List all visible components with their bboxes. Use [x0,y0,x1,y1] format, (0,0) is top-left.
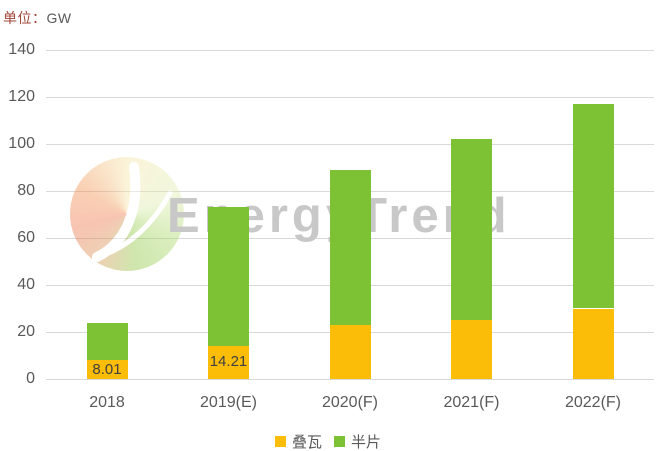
y-axis-tick-20: 20 [17,323,35,340]
bar-segment-半片-2019(E) [208,207,249,346]
bar-segment-半片-2022(F) [572,104,614,309]
legend-label-halfcell: 半片 [351,433,382,451]
gridline-0 [46,379,654,380]
bar-segment-叠瓦-2020(F) [329,324,371,379]
x-axis-label-2021(F): 2021(F) [443,394,500,411]
legend-item-halfcell: 半片 [334,431,381,451]
bar-segment-半片-2020(F) [329,169,371,325]
legend-swatch-halfcell [334,435,345,447]
bar-segment-叠瓦-2021(F) [451,320,492,379]
x-axis-label-2019(E): 2019(E) [200,394,257,411]
y-axis-tick-0: 0 [26,370,35,387]
y-axis-tick-100: 100 [8,135,35,152]
x-axis-label-2018: 2018 [89,394,125,411]
bar-value-label-2019(E): 14.21 [209,353,248,371]
bar-segment-叠瓦-2018 [86,360,128,379]
legend: 叠瓦 半片 [0,431,656,451]
y-axis-tick-40: 40 [17,276,35,293]
bar-segment-叠瓦-2022(F) [572,308,614,379]
y-axis-tick-80: 80 [17,182,35,199]
bar-value-label-2018: 8.01 [92,360,122,378]
gridline-140 [46,50,654,51]
bar-segment-叠瓦-2019(E) [208,345,249,379]
logo-leaf-curve [92,162,173,262]
gridline-100 [46,144,654,145]
legend-item-shingled: 叠瓦 [274,431,322,451]
unit-label: 单位：GW [3,8,72,28]
unit-label-prefix: 单位： [3,10,47,26]
bar-segment-半片-2018 [86,322,128,361]
energytrend-logo-icon [70,157,184,271]
unit-label-value: GW [46,10,72,26]
legend-label-shingled: 叠瓦 [291,433,322,451]
legend-swatch-shingled [274,435,286,447]
y-axis-tick-140: 140 [8,41,35,58]
x-axis-label-2020(F): 2020(F) [321,394,379,411]
gridline-120 [46,97,654,98]
logo-gradient-circle [70,157,184,271]
bar-segment-半片-2021(F) [451,139,492,321]
y-axis-tick-60: 60 [17,229,35,246]
y-axis-tick-120: 120 [8,88,35,105]
x-axis-label-2022(F): 2022(F) [564,394,622,411]
